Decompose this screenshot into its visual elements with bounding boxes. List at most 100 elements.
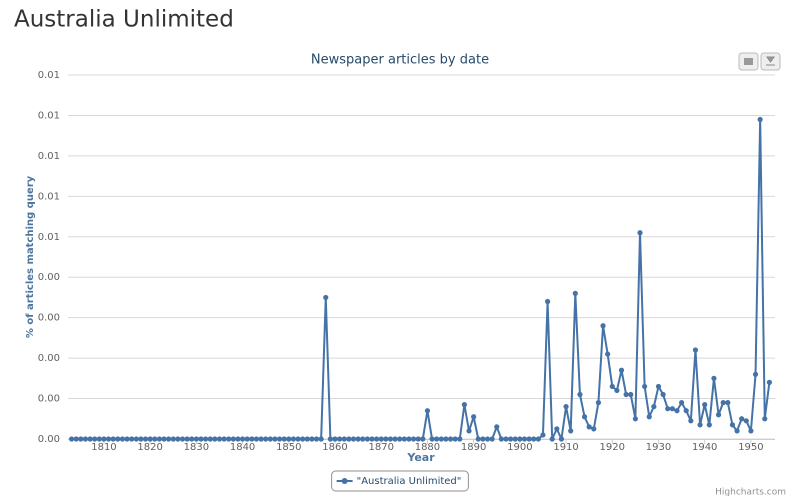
point [549, 436, 555, 442]
point [683, 408, 689, 414]
point [110, 436, 116, 442]
point [438, 436, 444, 442]
point [281, 436, 287, 442]
point [133, 436, 139, 442]
point [212, 436, 218, 442]
point [184, 436, 190, 442]
point [447, 436, 454, 442]
point [179, 436, 186, 442]
point [540, 432, 546, 438]
point [401, 436, 407, 442]
point [295, 436, 301, 442]
point [674, 408, 680, 414]
point [586, 424, 592, 430]
x-tick-label: 1920 [600, 442, 625, 453]
point [96, 436, 102, 442]
x-tick-label: 1880 [415, 442, 440, 453]
x-tick-label: 1840 [230, 442, 255, 453]
point [443, 436, 449, 442]
point [628, 391, 634, 398]
point [660, 391, 666, 398]
x-tick-label: 1950 [738, 442, 763, 453]
point [350, 436, 357, 442]
y-tick-label: 0.00 [38, 353, 60, 364]
point [244, 436, 250, 442]
y-tick-label: 0.01 [38, 191, 60, 202]
point [203, 436, 209, 442]
point [489, 436, 495, 442]
point [706, 422, 712, 428]
point [230, 436, 236, 442]
point [637, 230, 643, 236]
point [466, 428, 472, 434]
point [720, 400, 726, 406]
point [410, 436, 417, 442]
point [332, 436, 338, 442]
point [609, 383, 615, 390]
print-icon [744, 58, 753, 65]
point [420, 436, 426, 442]
point [383, 436, 389, 442]
point [318, 436, 324, 442]
x-tick-label: 1890 [461, 442, 486, 453]
y-tick-label: 0.01 [38, 151, 60, 162]
point [346, 436, 352, 442]
point [452, 436, 458, 442]
point [87, 436, 93, 442]
point [503, 436, 509, 442]
point [521, 436, 528, 442]
point [249, 436, 255, 442]
point [147, 436, 153, 442]
credits: Highcharts.com [715, 488, 786, 496]
point [642, 383, 648, 390]
chart-title: Newspaper articles by date [311, 53, 489, 68]
point [568, 428, 574, 434]
point [323, 294, 329, 301]
point [494, 424, 500, 430]
point [480, 436, 486, 442]
point [655, 383, 662, 390]
point [276, 436, 283, 442]
point [258, 436, 264, 442]
x-tick-label: 1850 [276, 442, 301, 453]
point [124, 436, 130, 442]
point [743, 418, 749, 424]
point [757, 116, 763, 123]
point [69, 436, 75, 442]
point [591, 426, 597, 432]
point [678, 400, 685, 406]
point [129, 436, 135, 442]
point [581, 414, 588, 420]
point [572, 290, 578, 296]
point [82, 436, 89, 442]
export-buttons[interactable] [738, 52, 781, 71]
point [286, 436, 292, 442]
point [300, 436, 306, 442]
point [105, 436, 112, 442]
point [702, 402, 708, 408]
y-tick-label: 0.00 [38, 434, 60, 445]
point [226, 436, 232, 442]
point [595, 400, 602, 406]
point [387, 436, 394, 442]
x-tick-label: 1940 [692, 442, 717, 453]
point [692, 347, 699, 353]
point [161, 436, 167, 442]
point [290, 436, 297, 442]
point [337, 436, 343, 442]
x-tick-label: 1900 [507, 442, 532, 453]
legend-label: "Australia Unlimited" [357, 476, 462, 487]
point [78, 436, 84, 442]
point [688, 418, 694, 424]
point [424, 408, 431, 414]
point [193, 436, 199, 442]
point [152, 436, 158, 442]
point [554, 426, 560, 432]
y-tick-label: 0.01 [38, 232, 60, 243]
point [651, 404, 657, 410]
point [253, 436, 260, 442]
x-tick-label: 1820 [137, 442, 162, 453]
point [558, 436, 565, 442]
